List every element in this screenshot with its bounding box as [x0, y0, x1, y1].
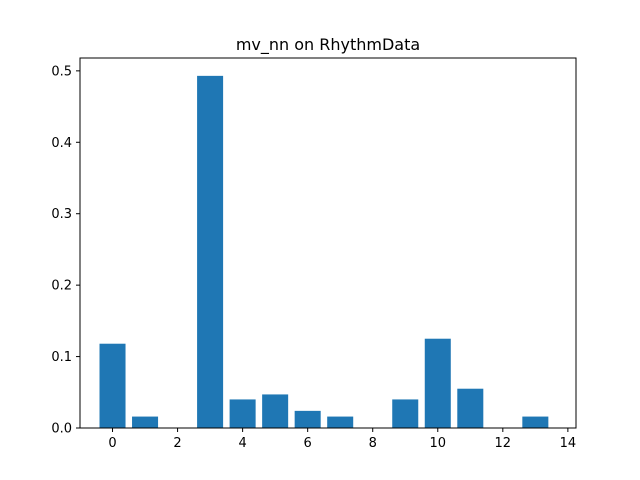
- x-tick-label: 10: [429, 436, 446, 451]
- plot-frame: [79, 57, 577, 429]
- x-tick-label: 4: [238, 436, 246, 451]
- y-tick-label: 0.1: [51, 350, 72, 365]
- bar-3: [197, 75, 224, 429]
- x-tick-label: 0: [108, 436, 116, 451]
- y-tick-label: 0.5: [51, 64, 72, 79]
- bar-1: [132, 416, 159, 428]
- x-tick-label: 14: [560, 436, 577, 451]
- x-tick-label: 8: [369, 436, 377, 451]
- bar-10: [424, 338, 451, 428]
- bar-13: [522, 416, 549, 428]
- y-axis-ticks: 0.0 0.1 0.2 0.3 0.4 0.5: [51, 64, 80, 437]
- bar-4: [229, 399, 256, 428]
- bar-5: [262, 394, 289, 428]
- y-tick-label: 0.4: [51, 136, 72, 151]
- x-tick-label: 6: [304, 436, 312, 451]
- bars-group: [99, 75, 549, 429]
- bar-0: [99, 343, 126, 428]
- chart-title: mv_nn on RhythmData: [236, 35, 420, 55]
- x-axis-ticks: 0 2 4 6 8 10 12 14: [108, 428, 576, 451]
- x-tick-label: 2: [173, 436, 181, 451]
- y-tick-label: 0.2: [51, 279, 72, 294]
- bar-7: [327, 416, 354, 428]
- x-tick-label: 12: [495, 436, 512, 451]
- bar-9: [392, 399, 419, 428]
- bar-6: [294, 410, 321, 428]
- bar-11: [457, 388, 484, 428]
- y-tick-label: 0.0: [51, 422, 72, 437]
- y-tick-label: 0.3: [51, 207, 72, 222]
